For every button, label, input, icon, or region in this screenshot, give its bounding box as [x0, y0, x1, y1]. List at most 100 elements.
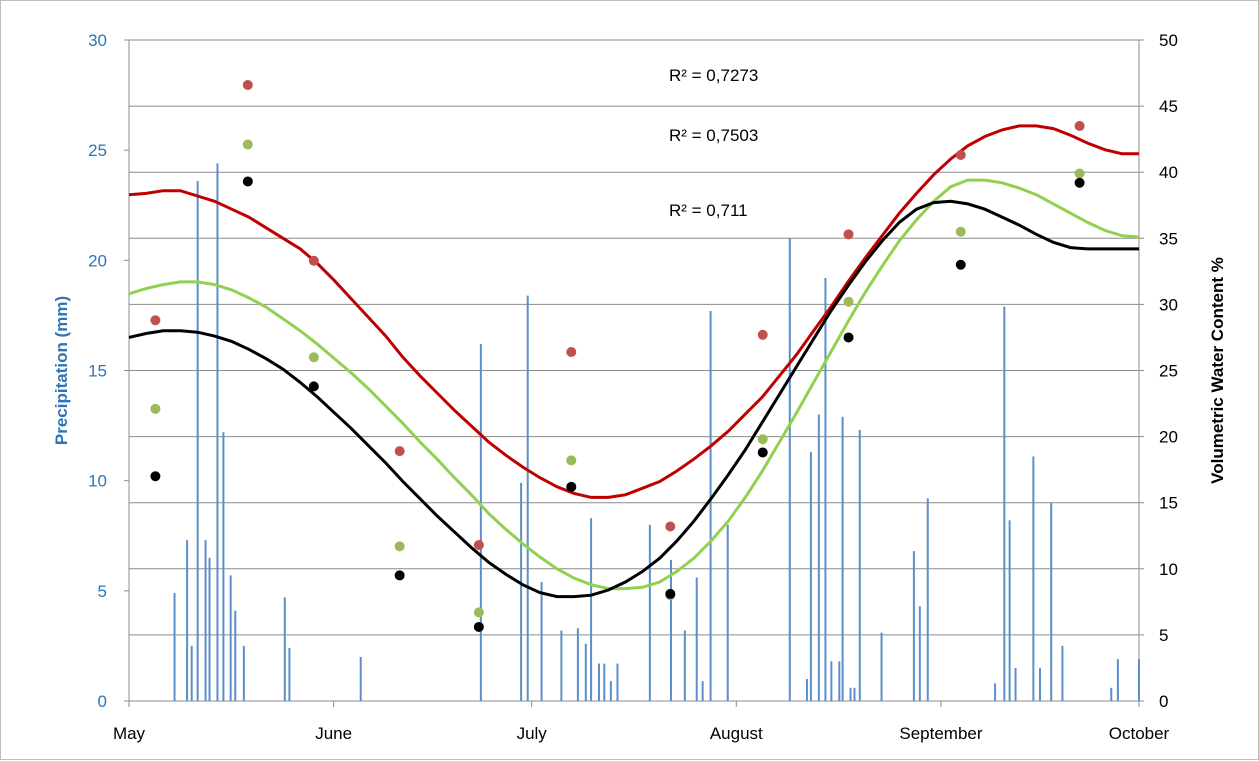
precipitation-bar [540, 582, 543, 701]
precipitation-bar [695, 577, 698, 701]
trendline [128, 178, 1140, 591]
precipitation-bar [234, 610, 237, 701]
precipitation-bar [926, 498, 929, 701]
precipitation-bar [853, 687, 856, 701]
vwc-point [150, 315, 161, 326]
precipitation-bar [1138, 659, 1140, 701]
precipitation-bar [242, 645, 245, 701]
precipitation-bar [830, 661, 833, 701]
vwc-point [665, 521, 676, 532]
precipitation-bar [283, 597, 286, 701]
y-left-tick-label: 25 [88, 141, 107, 160]
precipitation-bar [709, 311, 712, 701]
precipitation-bar [186, 540, 189, 701]
vwc-point [566, 481, 577, 492]
precipitation-bar [1038, 667, 1041, 701]
x-tick-label: June [315, 724, 352, 743]
vwc-point [473, 540, 484, 551]
precipitation-bar [288, 648, 291, 701]
vwc-point [757, 329, 768, 340]
vwc-point [1074, 177, 1085, 188]
r-squared-label: R² = 0,7273 [669, 66, 758, 85]
r-squared-label: R² = 0,711 [669, 201, 748, 220]
y-right-tick-label: 20 [1159, 428, 1178, 447]
precipitation-bar [1014, 667, 1017, 701]
precipitation-bar [683, 630, 686, 701]
y-right-tick-label: 45 [1159, 97, 1178, 116]
vwc-point [843, 332, 854, 343]
precipitation-bar [1050, 502, 1053, 701]
vwc-point [955, 150, 966, 161]
vwc-point [242, 176, 253, 187]
y-left-tick-label: 0 [98, 692, 107, 711]
vwc-point [843, 229, 854, 240]
vwc-point [757, 434, 768, 445]
precipitation-bar [190, 645, 193, 701]
precipitation-bar [204, 540, 207, 701]
precipitation-bar [880, 632, 883, 701]
x-tick-label: May [113, 724, 146, 743]
precipitation-bar [809, 452, 812, 701]
y-right-tick-label: 30 [1159, 295, 1178, 314]
precipitation-bar [841, 416, 844, 701]
precipitation-bar [726, 524, 729, 701]
vwc-point [473, 621, 484, 632]
x-tick-label: October [1109, 724, 1170, 743]
precipitation-bar [1110, 687, 1113, 701]
vwc-point [665, 588, 676, 599]
precipitation-bar [603, 663, 606, 701]
vwc-point [394, 541, 405, 552]
vwc-point [1074, 120, 1085, 131]
precipitation-bar [173, 593, 176, 701]
y-left-tick-label: 5 [98, 582, 107, 601]
vwc-point [150, 403, 161, 414]
precipitation-bar [1061, 645, 1064, 701]
vwc-point [473, 607, 484, 618]
y-left-tick-label: 15 [88, 362, 107, 381]
y-left-tick-label: 10 [88, 472, 107, 491]
precipitation-bar [849, 687, 852, 701]
vwc-point [394, 446, 405, 457]
vwc-point [150, 471, 161, 482]
trendline [128, 124, 1139, 499]
precipitation-bar [824, 277, 827, 701]
precipitation-bar [858, 429, 861, 701]
vwc-point [242, 139, 253, 150]
y-right-tick-label: 10 [1159, 560, 1178, 579]
vwc-point [843, 296, 854, 307]
precipitation-bar [805, 678, 808, 701]
precipitation-bar [479, 344, 482, 701]
vwc-point [394, 570, 405, 581]
precipitation-bar [648, 524, 651, 701]
y-right-tick-label: 35 [1159, 229, 1178, 248]
precipitation-bar [208, 557, 211, 701]
precipitation-bar [526, 295, 529, 701]
precipitation-bar [912, 551, 915, 701]
precipitation-bar [359, 656, 362, 701]
x-tick-label: August [710, 724, 763, 743]
precipitation-bar [598, 663, 601, 701]
precipitation-bar [701, 681, 704, 701]
vwc-point [1074, 168, 1085, 179]
vwc-point [566, 455, 577, 466]
precipitation-bar [216, 163, 219, 702]
precipitation-bar [1116, 659, 1119, 701]
x-tick-label: September [899, 724, 982, 743]
precipitation-bar [616, 663, 619, 701]
r-squared-label: R² = 0,7503 [669, 126, 758, 145]
y-right-tick-label: 5 [1159, 626, 1168, 645]
precipitation-bar [590, 518, 593, 701]
y-left-tick-label: 30 [88, 31, 107, 50]
trendline [128, 199, 1139, 599]
vwc-point [308, 255, 319, 266]
vwc-point [566, 346, 577, 357]
precipitation-bar [520, 482, 523, 701]
precipitation-bar [229, 575, 232, 701]
precipitation-bar [196, 181, 199, 702]
y-left-axis-title: Precipitation (mm) [52, 296, 71, 445]
precipitation-bar [838, 661, 841, 701]
precipitation-bar [918, 606, 921, 701]
precipitation-bar [576, 628, 579, 701]
